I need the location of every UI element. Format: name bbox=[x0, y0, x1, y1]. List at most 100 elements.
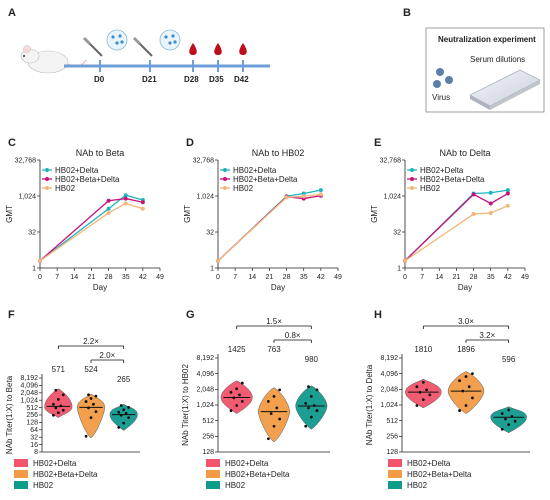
data-point bbox=[278, 417, 282, 421]
legend-label: HB02+Beta+Delta bbox=[233, 175, 298, 184]
x-tick-label: 28 bbox=[105, 274, 113, 281]
data-point bbox=[59, 404, 63, 408]
y-tick-label: 2,048 bbox=[196, 387, 214, 394]
serum-dilutions-label: Serum dilutions bbox=[470, 55, 525, 64]
data-point bbox=[425, 388, 428, 392]
legend-label: HB02+Beta+Delta bbox=[55, 175, 120, 184]
y-tick-label: 8 bbox=[34, 449, 38, 456]
x-tick-label: 28 bbox=[470, 274, 478, 281]
gmt-label: 571 bbox=[52, 365, 66, 374]
violin-shape bbox=[77, 393, 105, 439]
legend-label: HB02+Beta+Delta bbox=[407, 470, 472, 479]
legend-swatch-dot bbox=[223, 186, 227, 190]
y-tick-label: 16 bbox=[30, 442, 38, 449]
data-point bbox=[56, 411, 60, 415]
data-point bbox=[235, 387, 239, 391]
x-tick-label: 49 bbox=[156, 274, 164, 281]
gmt-label: 524 bbox=[84, 365, 98, 374]
data-point bbox=[421, 398, 425, 402]
data-point bbox=[505, 188, 510, 193]
data-point bbox=[309, 415, 313, 419]
data-point bbox=[87, 393, 90, 397]
legend-swatch-dot bbox=[410, 168, 414, 172]
x-tick-label: 7 bbox=[420, 274, 424, 281]
x-tick-label: 21 bbox=[453, 274, 461, 281]
virus-icon bbox=[433, 68, 453, 88]
data-point bbox=[488, 201, 493, 206]
y-tick-label: 32,768 bbox=[15, 158, 37, 165]
data-point bbox=[272, 424, 276, 428]
legend-swatch-dot bbox=[45, 186, 49, 190]
data-point bbox=[464, 375, 468, 378]
data-point bbox=[284, 195, 289, 200]
gmt-label: 265 bbox=[117, 375, 131, 384]
x-axis-title: Day bbox=[93, 283, 107, 292]
y-tick-label: 4,096 bbox=[380, 371, 398, 378]
data-point bbox=[315, 388, 319, 392]
legend-label: HB02 bbox=[33, 481, 54, 490]
y-tick-label: 32 bbox=[30, 434, 38, 441]
series-line-1 bbox=[404, 192, 509, 262]
series-line-0 bbox=[39, 194, 144, 262]
fold-change-label: 1.5× bbox=[266, 317, 282, 326]
data-point bbox=[415, 404, 419, 407]
y-tick-label: 1 bbox=[210, 266, 214, 273]
violin-shape bbox=[109, 403, 138, 431]
panel-d-chart: D NAb to HB02 0 7 14 21 28 35 42 49 1 32 1,024 32,768… bbox=[183, 137, 342, 292]
panel-b-letter: B bbox=[403, 7, 411, 19]
data-point bbox=[464, 404, 468, 407]
timeline-label-d21: D21 bbox=[142, 75, 157, 84]
timeline-label-d28: D28 bbox=[184, 75, 199, 84]
data-point bbox=[235, 404, 239, 407]
data-point bbox=[89, 397, 93, 400]
data-point bbox=[61, 393, 65, 397]
legend-label: HB02+Beta+Delta bbox=[420, 175, 485, 184]
mouse-icon bbox=[20, 45, 87, 74]
y-tick-label: 1 bbox=[32, 266, 36, 273]
data-point bbox=[56, 398, 60, 401]
data-point bbox=[240, 400, 244, 403]
panel-letter: C bbox=[8, 137, 16, 149]
data-point bbox=[307, 406, 310, 410]
data-point bbox=[504, 417, 507, 421]
data-point bbox=[123, 193, 128, 198]
series-line-1 bbox=[39, 197, 143, 262]
legend-swatch-dot bbox=[223, 177, 227, 181]
data-point bbox=[312, 404, 316, 407]
data-point bbox=[421, 380, 425, 384]
data-point bbox=[122, 421, 126, 425]
legend-swatch-dot bbox=[223, 168, 227, 172]
fold-change-label: 3.0× bbox=[458, 317, 474, 326]
y-tick-label: 1,024 bbox=[20, 397, 38, 404]
y-tick-label: 2,048 bbox=[20, 390, 38, 397]
series-line-2 bbox=[217, 193, 321, 262]
fold-change-label: 0.8× bbox=[285, 331, 301, 340]
x-tick-label: 35 bbox=[122, 274, 130, 281]
x-tick-label: 42 bbox=[504, 274, 512, 281]
timeline-label-d42: D42 bbox=[234, 75, 249, 84]
violin-shape bbox=[44, 388, 73, 418]
panel-letter: D bbox=[186, 137, 194, 149]
legend-label: HB02+Delta bbox=[225, 459, 269, 468]
data-point bbox=[318, 192, 323, 197]
fold-change-label: 2.0× bbox=[99, 351, 115, 360]
y-tick-label: 1 bbox=[397, 266, 401, 273]
data-point bbox=[415, 385, 419, 389]
y-axis-title: NAb Titer(1:X) to HB02 bbox=[181, 364, 190, 446]
series-line-1 bbox=[217, 195, 321, 262]
legend-label: HB02+Beta+Delta bbox=[225, 470, 290, 479]
panel-a-timeline: A D0 D21 D28 D35 D42 bbox=[8, 7, 270, 84]
series-line-2 bbox=[404, 205, 509, 262]
y-tick-label: 8,192 bbox=[20, 375, 38, 382]
x-tick-label: 14 bbox=[70, 274, 78, 281]
data-point bbox=[54, 406, 58, 410]
x-tick-label: 49 bbox=[521, 274, 529, 281]
data-point bbox=[89, 416, 93, 420]
x-tick-label: 0 bbox=[38, 274, 42, 281]
data-point bbox=[140, 206, 145, 211]
y-tick-label: 8,192 bbox=[380, 355, 398, 362]
y-tick-label: 256 bbox=[202, 434, 214, 441]
y-tick-label: 4,096 bbox=[196, 371, 214, 378]
